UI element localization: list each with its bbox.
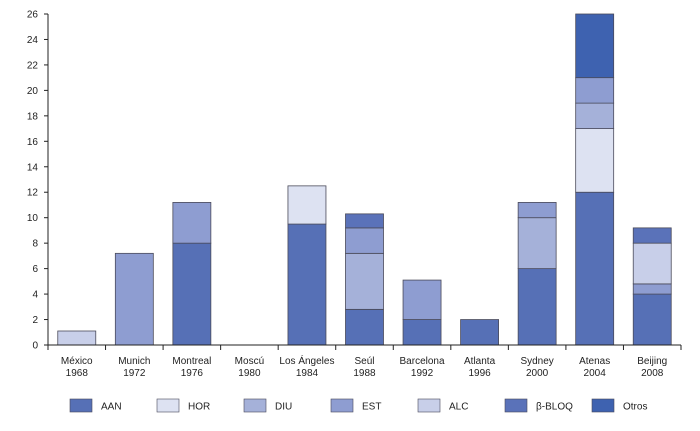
x-category-label: 1968: [66, 368, 89, 379]
bar-segment-otros: [575, 13, 615, 79]
y-tick-label: 10: [27, 213, 39, 224]
bar-segment-bloq: [632, 227, 672, 244]
x-category-label: México: [61, 356, 93, 367]
bar-segment-aan: [172, 242, 212, 346]
bar-segment-est: [575, 77, 615, 104]
y-tick-label: 16: [27, 137, 39, 148]
bar-segment-alc: [57, 330, 97, 346]
legend-swatch: [156, 398, 180, 413]
y-tick-label: 2: [32, 315, 38, 326]
legend-label: β-BLOQ: [536, 402, 573, 413]
bar-segment-aan: [575, 191, 615, 346]
bar-segment-est: [345, 227, 384, 254]
bar-segment-diu: [575, 102, 615, 129]
legend-label: DIU: [275, 402, 292, 413]
bar-segment-est: [172, 202, 212, 244]
y-tick-label: 18: [27, 111, 39, 122]
bar-segment-diu: [345, 252, 384, 310]
bar-segment-aan: [402, 319, 442, 346]
legend-swatch: [330, 398, 354, 413]
bar-segment-est: [632, 283, 672, 295]
x-category-label: 1984: [296, 368, 319, 379]
x-category-label: Barcelona: [400, 356, 445, 367]
y-tick-label: 20: [27, 86, 39, 97]
y-tick-label: 12: [27, 188, 39, 199]
x-category-label: 1988: [353, 368, 376, 379]
legend-swatch: [69, 398, 93, 413]
x-category-label: Sydney: [520, 356, 553, 367]
y-tick-label: 4: [32, 290, 38, 301]
legend-swatch: [591, 398, 615, 413]
bar-segment-hor: [287, 185, 327, 225]
bar-segment-hor: [575, 128, 615, 193]
x-category-label: Atlanta: [464, 356, 496, 367]
legend: AAN HOR DIU EST ALC β-BLOQ Otros: [69, 398, 647, 413]
y-tick-label: 6: [32, 264, 38, 275]
bar-segment-aan: [517, 268, 557, 346]
bar-segment-bloq: [345, 213, 384, 229]
legend-swatch: [417, 398, 441, 413]
x-category-label: 2000: [526, 368, 549, 379]
x-category-label: Munich: [118, 356, 150, 367]
x-category-label: Los Ángeles: [279, 354, 334, 367]
x-category-label: Moscú: [235, 356, 264, 367]
bar-segment-aan: [460, 319, 499, 346]
legend-label: HOR: [188, 402, 210, 413]
y-tick-label: 14: [27, 162, 39, 173]
x-category-label: 1992: [411, 368, 434, 379]
x-category-label: 1980: [238, 368, 261, 379]
bar-segment-diu: [517, 217, 557, 270]
x-category-label: 1996: [468, 368, 491, 379]
y-tick-label: 0: [32, 341, 38, 352]
x-category-label: 1972: [123, 368, 146, 379]
legend-label: AAN: [101, 402, 122, 413]
x-category-label: Beijing: [637, 356, 667, 367]
x-category-label: Seúl: [354, 356, 374, 367]
bars: [57, 13, 672, 346]
y-tick-label: 22: [27, 60, 39, 71]
bar-segment-est: [114, 252, 154, 346]
y-tick-label: 24: [27, 35, 39, 46]
x-category-label: 2004: [584, 368, 607, 379]
bar-segment-aan: [632, 293, 672, 346]
legend-label: ALC: [449, 402, 468, 413]
x-category-label: 1976: [181, 368, 204, 379]
legend-swatch: [243, 398, 267, 413]
bar-segment-alc: [632, 242, 672, 285]
bar-segment-aan: [287, 223, 327, 346]
legend-swatch: [504, 398, 528, 413]
y-tick-label: 8: [32, 239, 38, 250]
bar-segment-aan: [345, 308, 384, 346]
x-category-label: 2008: [641, 368, 664, 379]
x-axis: México1968Munich1972Montreal1976Moscú198…: [47, 344, 682, 379]
x-category-label: Montreal: [172, 356, 211, 367]
x-category-label: Atenas: [579, 356, 610, 367]
legend-label: Otros: [623, 402, 647, 413]
bar-segment-est: [402, 279, 442, 320]
y-tick-label: 26: [27, 10, 39, 21]
bar-segment-est: [517, 202, 557, 219]
legend-label: EST: [362, 402, 381, 413]
